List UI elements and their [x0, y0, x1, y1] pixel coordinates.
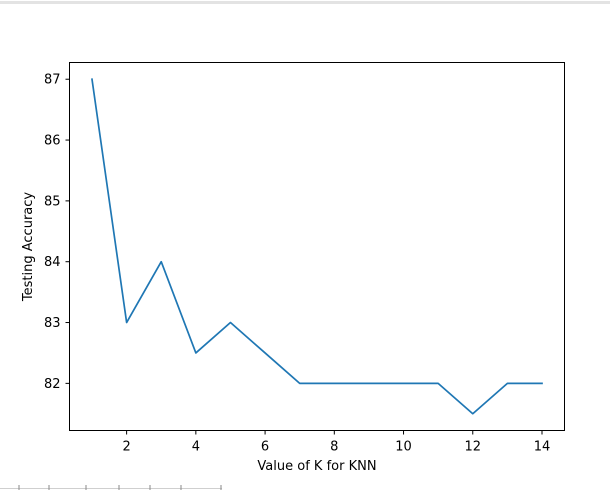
y-tick-label: 84 — [44, 255, 61, 270]
series-line — [91, 78, 543, 415]
x-tick-label: 12 — [464, 440, 481, 455]
y-tick-label: 86 — [44, 134, 61, 149]
y-axis-ticks: 82 83 84 85 86 87 — [44, 73, 70, 392]
plot-frame — [69, 62, 565, 431]
x-tick-label: 8 — [330, 440, 338, 455]
y-axis-label: Testing Accuracy — [21, 192, 36, 302]
x-axis-label: Value of K for KNN — [257, 459, 376, 474]
x-tick-label: 10 — [395, 440, 412, 455]
x-tick-label: 4 — [192, 440, 200, 455]
x-tick-label: 6 — [261, 440, 269, 455]
series-group — [91, 78, 543, 415]
x-tick-label: 14 — [534, 440, 551, 455]
y-tick-label: 87 — [44, 73, 61, 88]
toolbar-strip — [0, 485, 222, 490]
x-axis-ticks: 2 4 6 8 10 12 14 — [122, 430, 551, 455]
y-tick-label: 85 — [44, 194, 61, 209]
y-tick-label: 82 — [44, 377, 61, 392]
y-tick-label: 83 — [44, 316, 61, 331]
plot-area — [69, 62, 565, 431]
x-tick-label: 2 — [122, 440, 130, 455]
